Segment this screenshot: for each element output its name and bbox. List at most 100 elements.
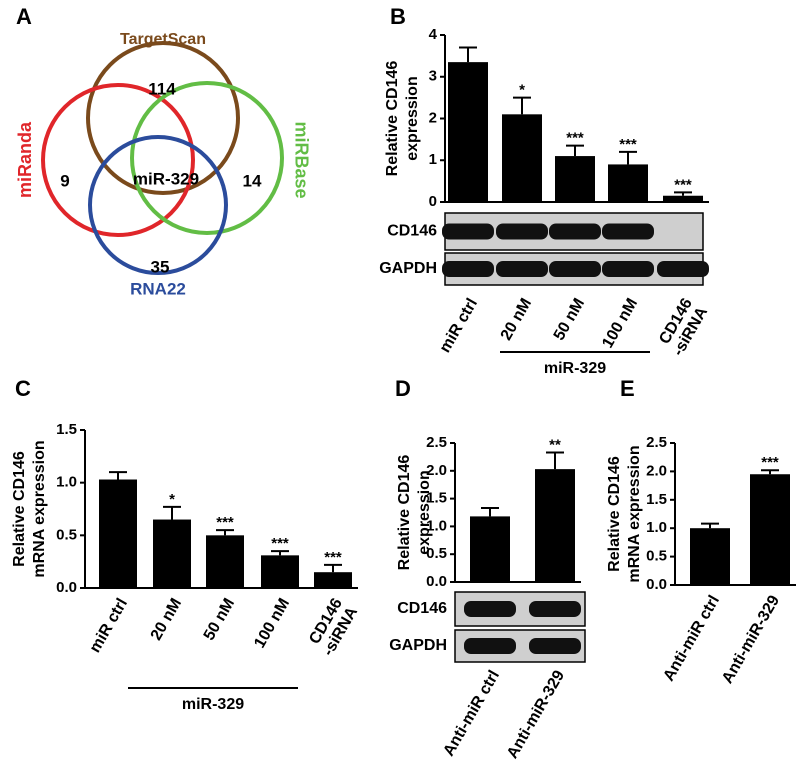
y-tick-label: 0.0 <box>56 579 77 596</box>
significance: *** <box>674 176 692 193</box>
blot-band <box>464 638 516 654</box>
blot-label: GAPDH <box>389 637 447 654</box>
blot-band <box>529 601 581 617</box>
x-tick-label: Anti-miR-329 <box>719 593 783 687</box>
bar <box>750 474 790 585</box>
y-tick-label: 0.5 <box>56 526 77 543</box>
x-tick-label: CD146-siRNA <box>305 595 362 659</box>
bar <box>690 528 730 585</box>
significance: * <box>519 82 525 99</box>
blot-band <box>657 261 709 277</box>
x-tick-label: 50 nM <box>551 296 588 344</box>
x-tick-label: Anti-miR ctrl <box>440 668 503 760</box>
bar <box>261 555 299 588</box>
y-tick-label: 1.0 <box>56 474 77 491</box>
y-tick-label: 2.5 <box>426 434 447 451</box>
y-axis-label: Relative CD146 <box>384 61 401 177</box>
set-label: miRanda <box>15 121 35 198</box>
blot-band <box>529 638 581 654</box>
significance: ** <box>549 436 561 453</box>
x-tick-label: 100 nM <box>599 296 641 351</box>
x-tick-label: miR ctrl <box>437 296 482 356</box>
significance: *** <box>216 514 234 531</box>
bar <box>608 164 648 202</box>
bar <box>448 62 488 203</box>
bar <box>535 469 575 582</box>
y-axis-label: expression <box>416 470 433 554</box>
bar <box>502 114 542 202</box>
y-tick-label: 2.0 <box>426 462 447 479</box>
set-label: TargetScan <box>120 31 206 48</box>
y-tick-label: 2.0 <box>646 462 667 479</box>
y-tick-label: 1.5 <box>646 491 667 508</box>
blot-band <box>496 261 548 277</box>
region-count: 114 <box>148 79 176 98</box>
y-axis-label: mRNA expression <box>626 445 643 582</box>
blot-band <box>464 601 516 617</box>
group-label: miR-329 <box>182 696 244 713</box>
blot-band <box>442 223 494 240</box>
bar <box>314 572 352 588</box>
x-tick-label: 100 nM <box>251 596 293 651</box>
y-tick-label: 1.5 <box>56 421 77 438</box>
y-tick-label: 4 <box>429 26 438 43</box>
x-tick-label: Anti-miR-329 <box>504 668 568 762</box>
y-axis-label: Relative CD146 <box>11 451 28 567</box>
y-tick-label: 2 <box>429 109 437 126</box>
bar <box>153 519 191 588</box>
blot-label: GAPDH <box>379 260 437 277</box>
significance: *** <box>324 549 342 566</box>
bar <box>206 535 244 588</box>
x-tick-label: miR ctrl <box>87 596 132 656</box>
region-count: 9 <box>60 171 69 190</box>
x-tick-label: 20 nM <box>148 596 185 644</box>
center-label: miR-329 <box>133 169 199 188</box>
panel-letter: B <box>390 4 406 29</box>
significance: *** <box>619 136 637 153</box>
venn-circle <box>88 135 228 275</box>
region-count: 14 <box>243 171 262 190</box>
set-label: miRBase <box>291 121 311 198</box>
y-axis-label: expression <box>404 76 421 160</box>
panel-letter: A <box>16 4 32 29</box>
significance: *** <box>271 535 289 552</box>
blot-band <box>549 223 601 240</box>
bar <box>555 156 595 202</box>
y-tick-label: 1.5 <box>426 490 447 507</box>
y-tick-label: 1 <box>429 151 437 168</box>
venn-circle <box>41 83 195 237</box>
x-tick-label: 50 nM <box>201 596 238 644</box>
x-tick-label: CD146-siRNA <box>655 295 712 359</box>
significance: *** <box>566 130 584 147</box>
blot-band <box>549 261 601 277</box>
y-tick-label: 0.0 <box>426 573 447 590</box>
panel-letter: C <box>15 376 31 401</box>
y-tick-label: 1.0 <box>646 519 667 536</box>
blot-band <box>602 261 654 277</box>
bar <box>470 516 510 582</box>
y-tick-label: 2.5 <box>646 434 667 451</box>
y-tick-label: 0.5 <box>646 548 667 565</box>
y-tick-label: 0.0 <box>646 576 667 593</box>
y-axis-label: mRNA expression <box>31 440 48 577</box>
y-tick-label: 1.0 <box>426 517 447 534</box>
blot-band <box>496 223 548 240</box>
group-label: miR-329 <box>544 360 606 377</box>
blot-band <box>602 223 654 240</box>
significance: *** <box>761 454 779 471</box>
bar <box>99 479 137 588</box>
blot-band <box>442 261 494 277</box>
x-tick-label: 20 nM <box>498 296 535 344</box>
venn-circle <box>86 41 240 195</box>
y-tick-label: 0 <box>429 193 437 210</box>
y-axis-label: Relative CD146 <box>606 456 623 572</box>
panel-letter: D <box>395 376 411 401</box>
y-tick-label: 3 <box>429 68 437 85</box>
blot-label: CD146 <box>387 223 437 240</box>
venn-circle <box>130 81 284 235</box>
region-count: 35 <box>151 257 170 276</box>
blot-label: CD146 <box>397 600 447 617</box>
bar <box>663 195 703 202</box>
x-tick-label: Anti-miR ctrl <box>660 593 723 685</box>
